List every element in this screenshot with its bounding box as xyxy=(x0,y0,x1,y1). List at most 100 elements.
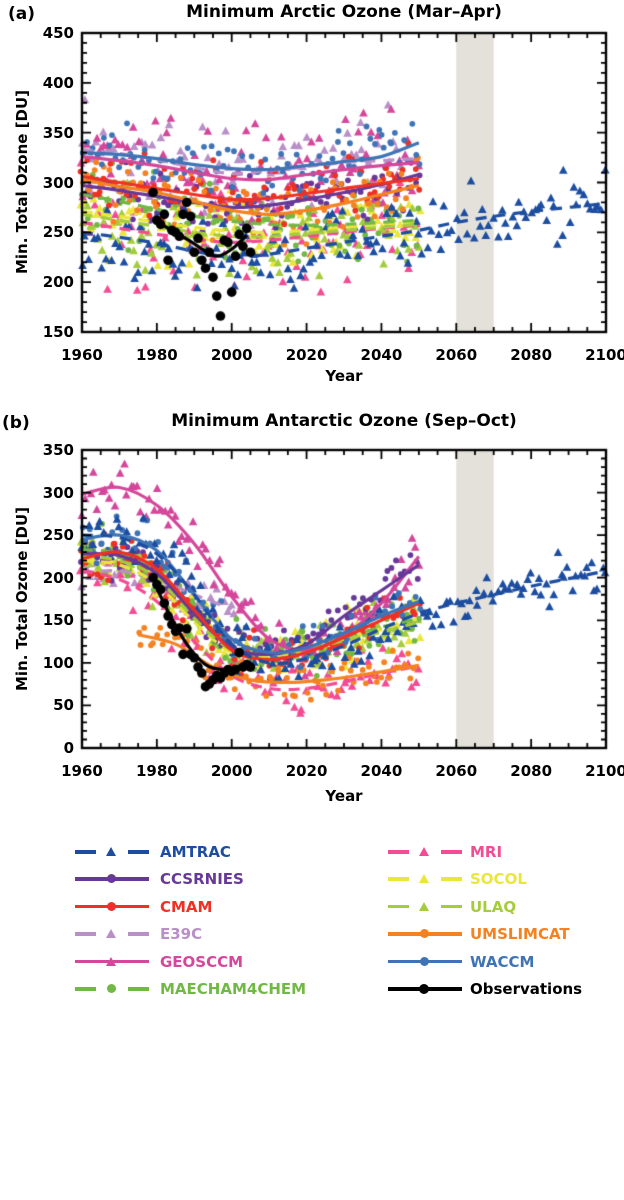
legend-sample-line xyxy=(388,924,462,944)
triangle-marker-icon xyxy=(419,901,429,911)
legend-sample-line xyxy=(75,952,149,972)
legend-sample-line xyxy=(75,842,149,862)
x-tick-label: 1980 xyxy=(135,346,178,364)
triangle-marker-icon xyxy=(106,929,116,939)
panel-a-y-axis-label: Min. Total Ozone [DU] xyxy=(13,89,31,275)
triangle-marker-icon xyxy=(419,847,429,856)
x-tick-label: 1960 xyxy=(61,762,103,780)
legend-item-e39c: E39C xyxy=(75,924,305,944)
legend-dash xyxy=(441,850,462,854)
y-tick-label: 100 xyxy=(42,653,74,672)
panel-a-label: (a) xyxy=(8,4,36,24)
y-tick-label: 350 xyxy=(42,441,74,459)
legend-sample-line xyxy=(388,897,462,917)
y-tick-label: 400 xyxy=(42,73,74,92)
x-tick-label: 1980 xyxy=(135,762,178,780)
y-tick-label: 250 xyxy=(42,223,74,242)
x-tick-label: 2060 xyxy=(435,762,478,780)
legend-dash xyxy=(441,904,462,909)
legend-item-umslimcat: UMSLIMCAT xyxy=(388,924,618,944)
circle-marker-icon xyxy=(420,929,429,939)
legend-dash xyxy=(388,904,409,909)
legend-label: MAECHAM4CHEM xyxy=(160,980,307,998)
legend-dash xyxy=(75,932,96,936)
panel-b-x-axis-label: Year xyxy=(325,787,363,805)
legend-sample-line xyxy=(75,924,149,944)
legend-label: WACCM xyxy=(470,952,535,971)
panel-b-label: (b) xyxy=(2,413,30,433)
legend-item-amtrac: AMTRAC xyxy=(75,842,305,862)
panel-a-x-axis-label: Year xyxy=(325,367,363,385)
x-tick-label: 2040 xyxy=(360,762,403,780)
x-tick-label: 2000 xyxy=(210,346,253,364)
y-tick-label: 50 xyxy=(53,696,74,715)
legend-sample-line xyxy=(388,869,462,889)
legend-dash xyxy=(128,987,149,991)
x-tick-label: 2020 xyxy=(285,762,328,780)
y-tick-label: 150 xyxy=(42,323,74,341)
legend-label: Observations xyxy=(470,980,583,998)
circle-marker-icon xyxy=(107,984,116,993)
legend-label: UMSLIMCAT xyxy=(470,925,570,944)
legend-sample-line xyxy=(75,979,149,999)
legend-dash xyxy=(388,877,409,881)
y-tick-label: 350 xyxy=(42,123,74,142)
x-tick-label: 2080 xyxy=(510,346,553,364)
x-tick-label: 2040 xyxy=(360,346,403,364)
legend-item-observations: Observations xyxy=(388,979,618,999)
legend-label: MRI xyxy=(470,843,503,861)
legend-label: SOCOL xyxy=(470,870,527,889)
legend-item-geosccm: GEOSCCM xyxy=(75,952,305,972)
legend-item-waccm: WACCM xyxy=(388,952,618,972)
x-tick-label: 2080 xyxy=(510,762,553,780)
x-tick-label: 2000 xyxy=(210,762,253,780)
legend-item-maecham4chem: MAECHAM4CHEM xyxy=(75,979,307,999)
legend-label: E39C xyxy=(160,925,203,944)
legend-sample-line xyxy=(388,842,462,862)
x-tick-label: 1960 xyxy=(61,346,103,364)
legend-label: CMAM xyxy=(160,897,213,916)
legend-label: GEOSCCM xyxy=(160,952,244,971)
y-tick-label: 250 xyxy=(42,526,74,545)
legend-dash xyxy=(128,850,149,854)
legend-item-ulaq: ULAQ xyxy=(388,897,618,917)
panel-b-title: Minimum Antarctic Ozone (Sep–Oct) xyxy=(171,411,517,431)
legend-label: CCSRNIES xyxy=(160,870,244,889)
y-tick-label: 300 xyxy=(42,173,74,192)
panel-a-title: Minimum Arctic Ozone (Mar–Apr) xyxy=(186,2,502,22)
y-tick-label: 0 xyxy=(63,739,74,757)
y-tick-label: 200 xyxy=(42,273,74,292)
legend-label: AMTRAC xyxy=(160,843,231,861)
y-tick-label: 200 xyxy=(42,568,74,587)
triangle-marker-icon xyxy=(419,874,429,884)
circle-marker-icon xyxy=(107,874,116,884)
circle-marker-icon xyxy=(420,956,429,966)
triangle-marker-icon xyxy=(106,847,116,856)
legend-item-socol: SOCOL xyxy=(388,869,618,889)
legend-item-ccsrnies: CCSRNIES xyxy=(75,869,305,889)
y-tick-label: 150 xyxy=(42,611,74,630)
legend-dash xyxy=(441,877,462,881)
circle-marker-icon xyxy=(107,901,116,911)
legend-dash xyxy=(388,850,409,854)
circle-marker-icon xyxy=(419,983,429,994)
triangle-marker-icon xyxy=(106,956,116,966)
legend-dash xyxy=(75,987,96,991)
y-tick-label: 300 xyxy=(42,483,74,502)
legend-dash xyxy=(75,850,96,854)
legend-item-cmam: CMAM xyxy=(75,897,305,917)
x-tick-label: 2100 xyxy=(585,762,624,780)
legend-sample-line xyxy=(75,897,149,917)
legend-dash xyxy=(128,932,149,936)
legend-sample-line xyxy=(388,952,462,972)
panel-b-y-axis-label: Min. Total Ozone [DU] xyxy=(13,506,31,692)
y-tick-label: 450 xyxy=(42,24,74,42)
legend-sample-line xyxy=(388,979,462,999)
x-tick-label: 2060 xyxy=(435,346,478,364)
legend-label: ULAQ xyxy=(470,897,517,916)
legend-item-mri: MRI xyxy=(388,842,618,862)
x-tick-label: 2100 xyxy=(585,346,624,364)
legend-sample-line xyxy=(75,869,149,889)
